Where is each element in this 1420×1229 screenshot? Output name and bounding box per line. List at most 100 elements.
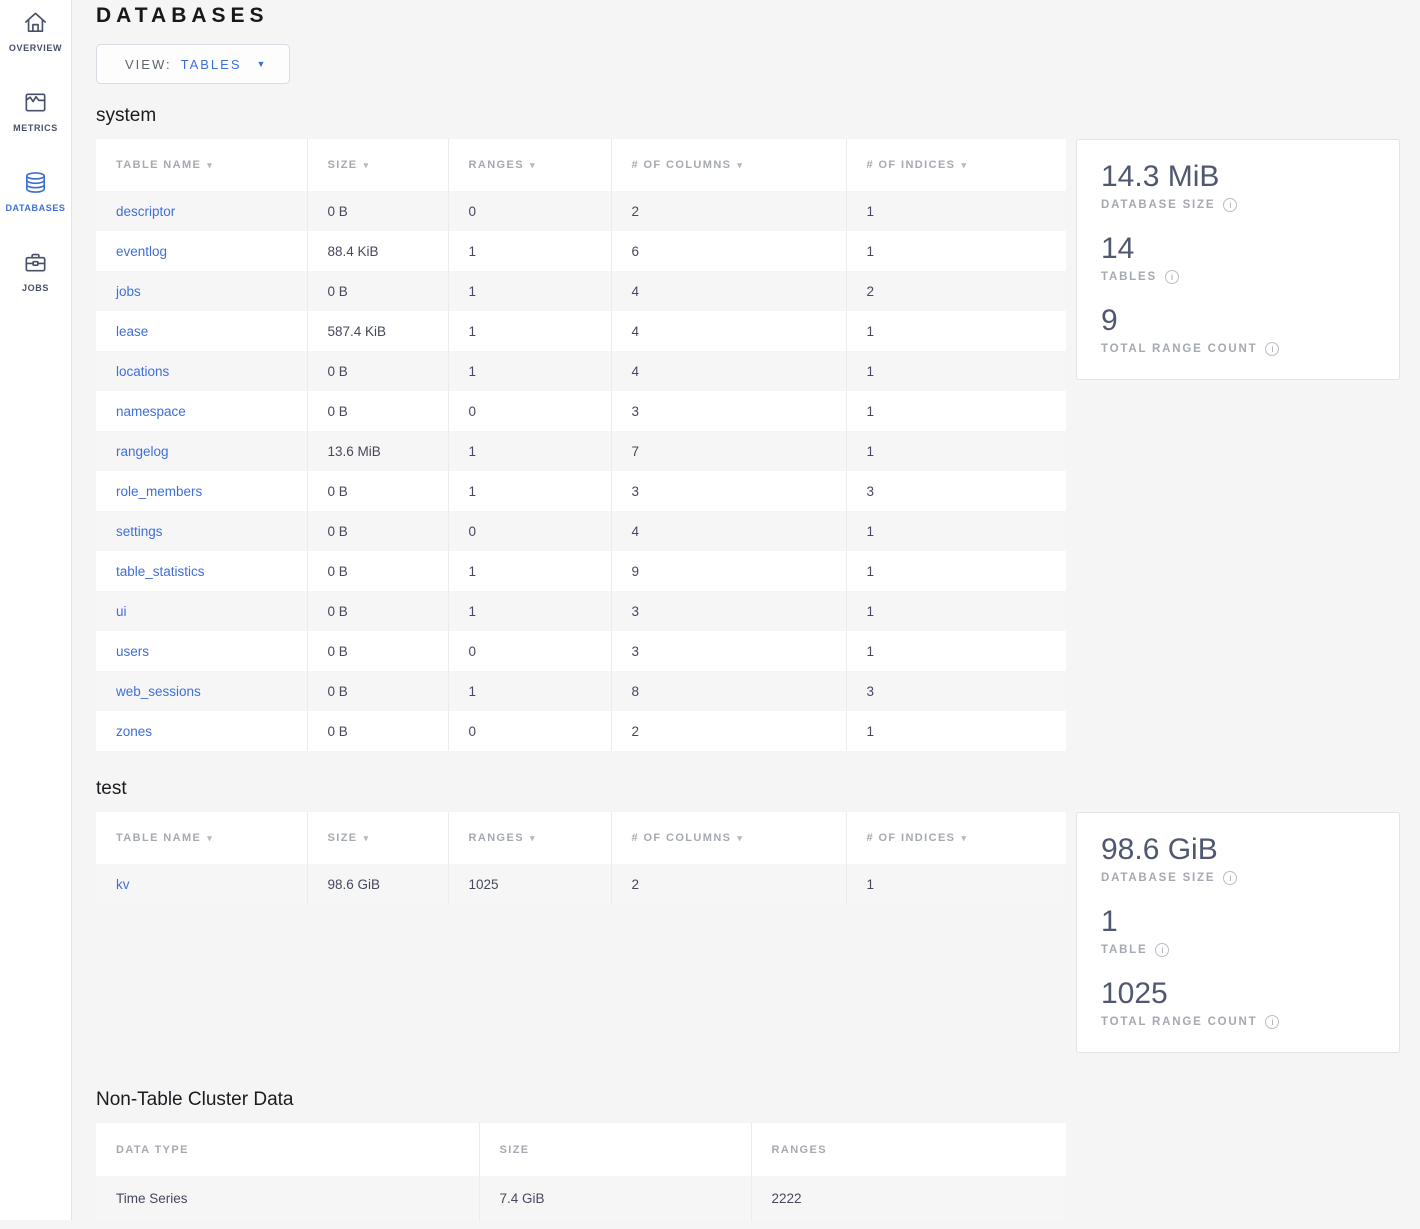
table-header-row: DATA TYPE SIZE RANGES	[96, 1123, 1066, 1176]
sort-arrow-icon: ▾	[363, 833, 369, 843]
table-cell: 2	[610, 191, 846, 231]
stat-value: 1025	[1101, 977, 1168, 1010]
sidebar-item-databases[interactable]: DATABASES	[0, 160, 71, 240]
stat-label-text: DATABASE SIZE	[1101, 872, 1216, 884]
table-name-link[interactable]: jobs	[116, 283, 141, 299]
table-cell: kv	[96, 864, 307, 904]
table-row: Time Series 7.4 GiB 2222	[96, 1176, 1066, 1221]
table-cell: 0	[447, 191, 611, 231]
table-cell: rangelog	[96, 431, 307, 471]
jobs-icon	[22, 249, 49, 276]
view-dropdown-label: VIEW:	[125, 56, 172, 72]
caret-down-icon: ▼	[256, 58, 268, 69]
table-cell: 4	[610, 351, 846, 391]
column-header[interactable]: # OF INDICES ▾	[845, 812, 1066, 864]
column-header-label: DATA TYPE	[116, 1143, 189, 1156]
sort-arrow-icon: ▾	[961, 160, 966, 170]
table-row: rangelog 13.6 MiB 1 7 1	[96, 431, 1066, 471]
column-header-label: RANGES	[468, 159, 524, 171]
stat-label: DATABASE SIZE i	[1101, 871, 1375, 885]
databases-page: DATABASES VIEW: TABLES ▼ system TABLE NA…	[72, 0, 1420, 1229]
column-header[interactable]: TABLE NAME ▾	[96, 812, 307, 864]
table-name-link[interactable]: web_sessions	[116, 683, 201, 699]
table-name-link[interactable]: table_statistics	[116, 563, 205, 579]
table-cell: 0	[447, 511, 611, 551]
table-name-link[interactable]: settings	[116, 523, 163, 539]
table-cell: 0 B	[306, 551, 448, 591]
non-table-cluster-data-table: DATA TYPE SIZE RANGES Time Series 7.4 GiB 222…	[96, 1123, 1066, 1221]
page-title: DATABASES	[96, 4, 269, 27]
table-cell: 1	[845, 511, 1066, 551]
table-cell: 1	[845, 711, 1066, 751]
info-icon[interactable]: i	[1265, 1015, 1280, 1029]
table-name-link[interactable]: zones	[116, 723, 153, 739]
column-header[interactable]: SIZE ▾	[306, 812, 448, 864]
table-name-link[interactable]: kv	[116, 876, 130, 892]
column-header[interactable]: RANGES ▾	[447, 139, 611, 191]
table-name-link[interactable]: lease	[116, 323, 149, 339]
table-cell: 3	[610, 591, 846, 631]
home-icon	[22, 9, 49, 36]
stat-value: 9	[1101, 304, 1118, 337]
table-cell: 1	[447, 311, 611, 351]
info-icon[interactable]: i	[1223, 871, 1238, 885]
sort-arrow-icon: ▾	[961, 833, 966, 843]
table-cell: locations	[96, 351, 307, 391]
info-icon[interactable]: i	[1223, 198, 1238, 212]
stat-label: TABLES i	[1101, 270, 1375, 284]
table-name-link[interactable]: descriptor	[116, 203, 176, 219]
view-dropdown[interactable]: VIEW: TABLES ▼	[96, 44, 291, 84]
database-name: system	[96, 105, 157, 126]
database-summary-card: 14.3 MiB DATABASE SIZE i 14 TABLES i 9	[1076, 139, 1400, 380]
table-cell: 3	[610, 471, 846, 511]
sort-arrow-icon: ▾	[737, 833, 742, 843]
info-icon[interactable]: i	[1164, 270, 1179, 284]
table-cell: 1	[447, 471, 611, 511]
info-icon[interactable]: i	[1155, 943, 1170, 957]
column-header-label: SIZE	[327, 832, 358, 844]
metrics-icon	[22, 89, 49, 116]
table-cell: 0 B	[306, 271, 448, 311]
sidebar-item-overview[interactable]: OVERVIEW	[0, 0, 71, 80]
table-cell: 0	[447, 711, 611, 751]
column-header-label: # OF INDICES	[866, 159, 956, 171]
column-header[interactable]: TABLE NAME ▾	[96, 139, 307, 191]
non-table-cluster-data-section: Non-Table Cluster Data DATA TYPE SIZE RANG…	[96, 1089, 1400, 1229]
table-cell: 1	[447, 671, 611, 711]
table-cell: 1	[845, 351, 1066, 391]
column-header-label: RANGES	[468, 832, 524, 844]
table-name-link[interactable]: eventlog	[116, 243, 168, 259]
sidebar-item-metrics[interactable]: METRICS	[0, 80, 71, 160]
table-cell: 1	[845, 631, 1066, 671]
column-header[interactable]: SIZE ▾	[306, 139, 448, 191]
table-name-link[interactable]: ui	[116, 603, 127, 619]
table-name-link[interactable]: rangelog	[116, 443, 169, 459]
table-cell: users	[96, 631, 307, 671]
sidebar-item-label: DATABASES	[5, 203, 66, 213]
column-header: RANGES	[750, 1123, 1066, 1176]
section-title: Non-Table Cluster Data	[96, 1089, 294, 1110]
stat-label-text: DATABASE SIZE	[1101, 199, 1216, 211]
sidebar-item-jobs[interactable]: JOBS	[0, 240, 71, 320]
info-icon[interactable]: i	[1265, 342, 1280, 356]
sort-arrow-icon: ▾	[363, 160, 369, 170]
column-header[interactable]: # OF COLUMNS ▾	[610, 812, 846, 864]
table-cell: 1	[845, 391, 1066, 431]
column-header[interactable]: # OF COLUMNS ▾	[610, 139, 846, 191]
table-cell: 0 B	[306, 711, 448, 751]
table-row: lease 587.4 KiB 1 4 1	[96, 311, 1066, 351]
sort-arrow-icon: ▾	[207, 833, 212, 843]
table-cell: 0 B	[306, 391, 448, 431]
table-cell: 9	[610, 551, 846, 591]
column-header[interactable]: RANGES ▾	[447, 812, 611, 864]
table-name-link[interactable]: namespace	[116, 403, 186, 419]
table-name-link[interactable]: users	[116, 643, 150, 659]
table-name-link[interactable]: locations	[116, 363, 170, 379]
column-header-label: RANGES	[771, 1143, 827, 1156]
column-header[interactable]: # OF INDICES ▾	[845, 139, 1066, 191]
table-cell: 587.4 KiB	[306, 311, 448, 351]
table-name-link[interactable]: role_members	[116, 483, 203, 499]
